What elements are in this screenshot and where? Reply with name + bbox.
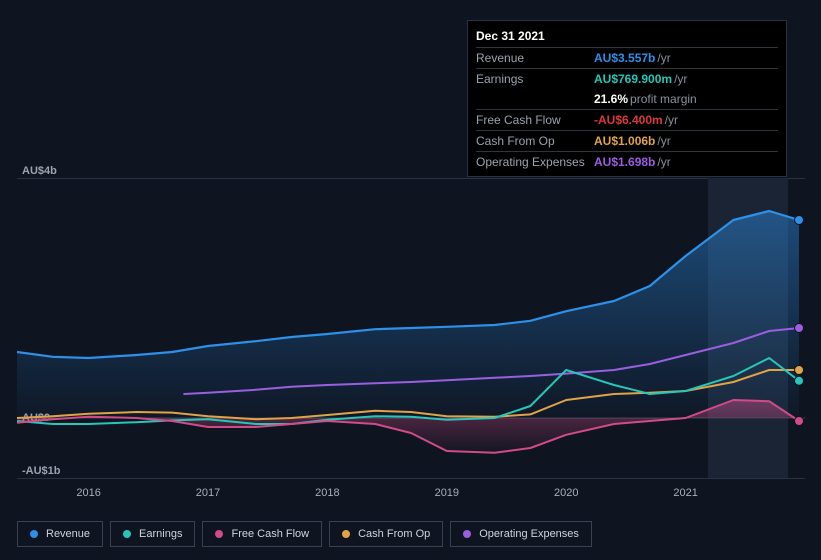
tooltip-row: 21.6% profit margin [476, 89, 778, 109]
legend-label: Revenue [46, 528, 90, 540]
tooltip-row-value: AU$1.698b [594, 156, 655, 168]
tooltip-row-unit: /yr [665, 114, 678, 126]
marker-opex [795, 324, 804, 333]
tooltip-row-unit: /yr [657, 52, 670, 64]
x-axis-label: 2018 [315, 487, 339, 499]
legend-label: Cash From Op [358, 528, 430, 540]
hover-tooltip: Dec 31 2021 RevenueAU$3.557b /yrEarnings… [467, 20, 787, 177]
legend-dot-icon [463, 530, 471, 538]
x-axis-label: 2016 [76, 487, 100, 499]
tooltip-row: Free Cash Flow-AU$6.400m /yr [476, 109, 778, 130]
x-axis-label: 2019 [435, 487, 459, 499]
legend-dot-icon [123, 530, 131, 538]
tooltip-row-label: Earnings [476, 73, 594, 85]
y-axis-label: AU$4b [22, 165, 57, 177]
tooltip-row: RevenueAU$3.557b /yr [476, 47, 778, 68]
tooltip-row-label: Operating Expenses [476, 156, 594, 168]
tooltip-row-unit: profit margin [630, 93, 697, 105]
tooltip-row-value: -AU$6.400m [594, 114, 663, 126]
line-area-chart[interactable] [17, 178, 805, 478]
marker-cfo [795, 366, 804, 375]
tooltip-row: Cash From OpAU$1.006b /yr [476, 130, 778, 151]
legend-dot-icon [215, 530, 223, 538]
x-axis-label: 2020 [554, 487, 578, 499]
legend-item-fcf[interactable]: Free Cash Flow [202, 521, 322, 547]
marker-earnings [795, 376, 804, 385]
tooltip-row-label: Revenue [476, 52, 594, 64]
legend-item-opex[interactable]: Operating Expenses [450, 521, 592, 547]
tooltip-date: Dec 31 2021 [476, 27, 778, 47]
tooltip-row-unit: /yr [657, 135, 670, 147]
tooltip-row-label: Free Cash Flow [476, 114, 594, 126]
plot-bottom-edge [17, 478, 805, 479]
legend-dot-icon [30, 530, 38, 538]
legend-label: Earnings [139, 528, 182, 540]
tooltip-row-unit: /yr [657, 156, 670, 168]
marker-revenue [795, 216, 804, 225]
legend-dot-icon [342, 530, 350, 538]
area-revenue [17, 211, 799, 418]
tooltip-row-value: 21.6% [594, 93, 628, 105]
tooltip-row: Operating ExpensesAU$1.698b /yr [476, 151, 778, 172]
marker-fcf [795, 417, 804, 426]
tooltip-row-value: AU$3.557b [594, 52, 655, 64]
chart-container: AU$4bAU$0-AU$1b 201620172018201920202021… [0, 0, 821, 560]
legend-item-earnings[interactable]: Earnings [110, 521, 195, 547]
x-axis-label: 2021 [673, 487, 697, 499]
legend-item-revenue[interactable]: Revenue [17, 521, 103, 547]
tooltip-row-value: AU$1.006b [594, 135, 655, 147]
legend-item-cfo[interactable]: Cash From Op [329, 521, 443, 547]
tooltip-row-label [476, 93, 594, 105]
legend-label: Free Cash Flow [231, 528, 309, 540]
x-axis-label: 2017 [196, 487, 220, 499]
tooltip-row-unit: /yr [674, 73, 687, 85]
tooltip-row: EarningsAU$769.900m /yr [476, 68, 778, 89]
tooltip-row-label: Cash From Op [476, 135, 594, 147]
tooltip-row-value: AU$769.900m [594, 73, 672, 85]
legend: Revenue Earnings Free Cash Flow Cash From O… [17, 521, 592, 547]
legend-label: Operating Expenses [479, 528, 579, 540]
